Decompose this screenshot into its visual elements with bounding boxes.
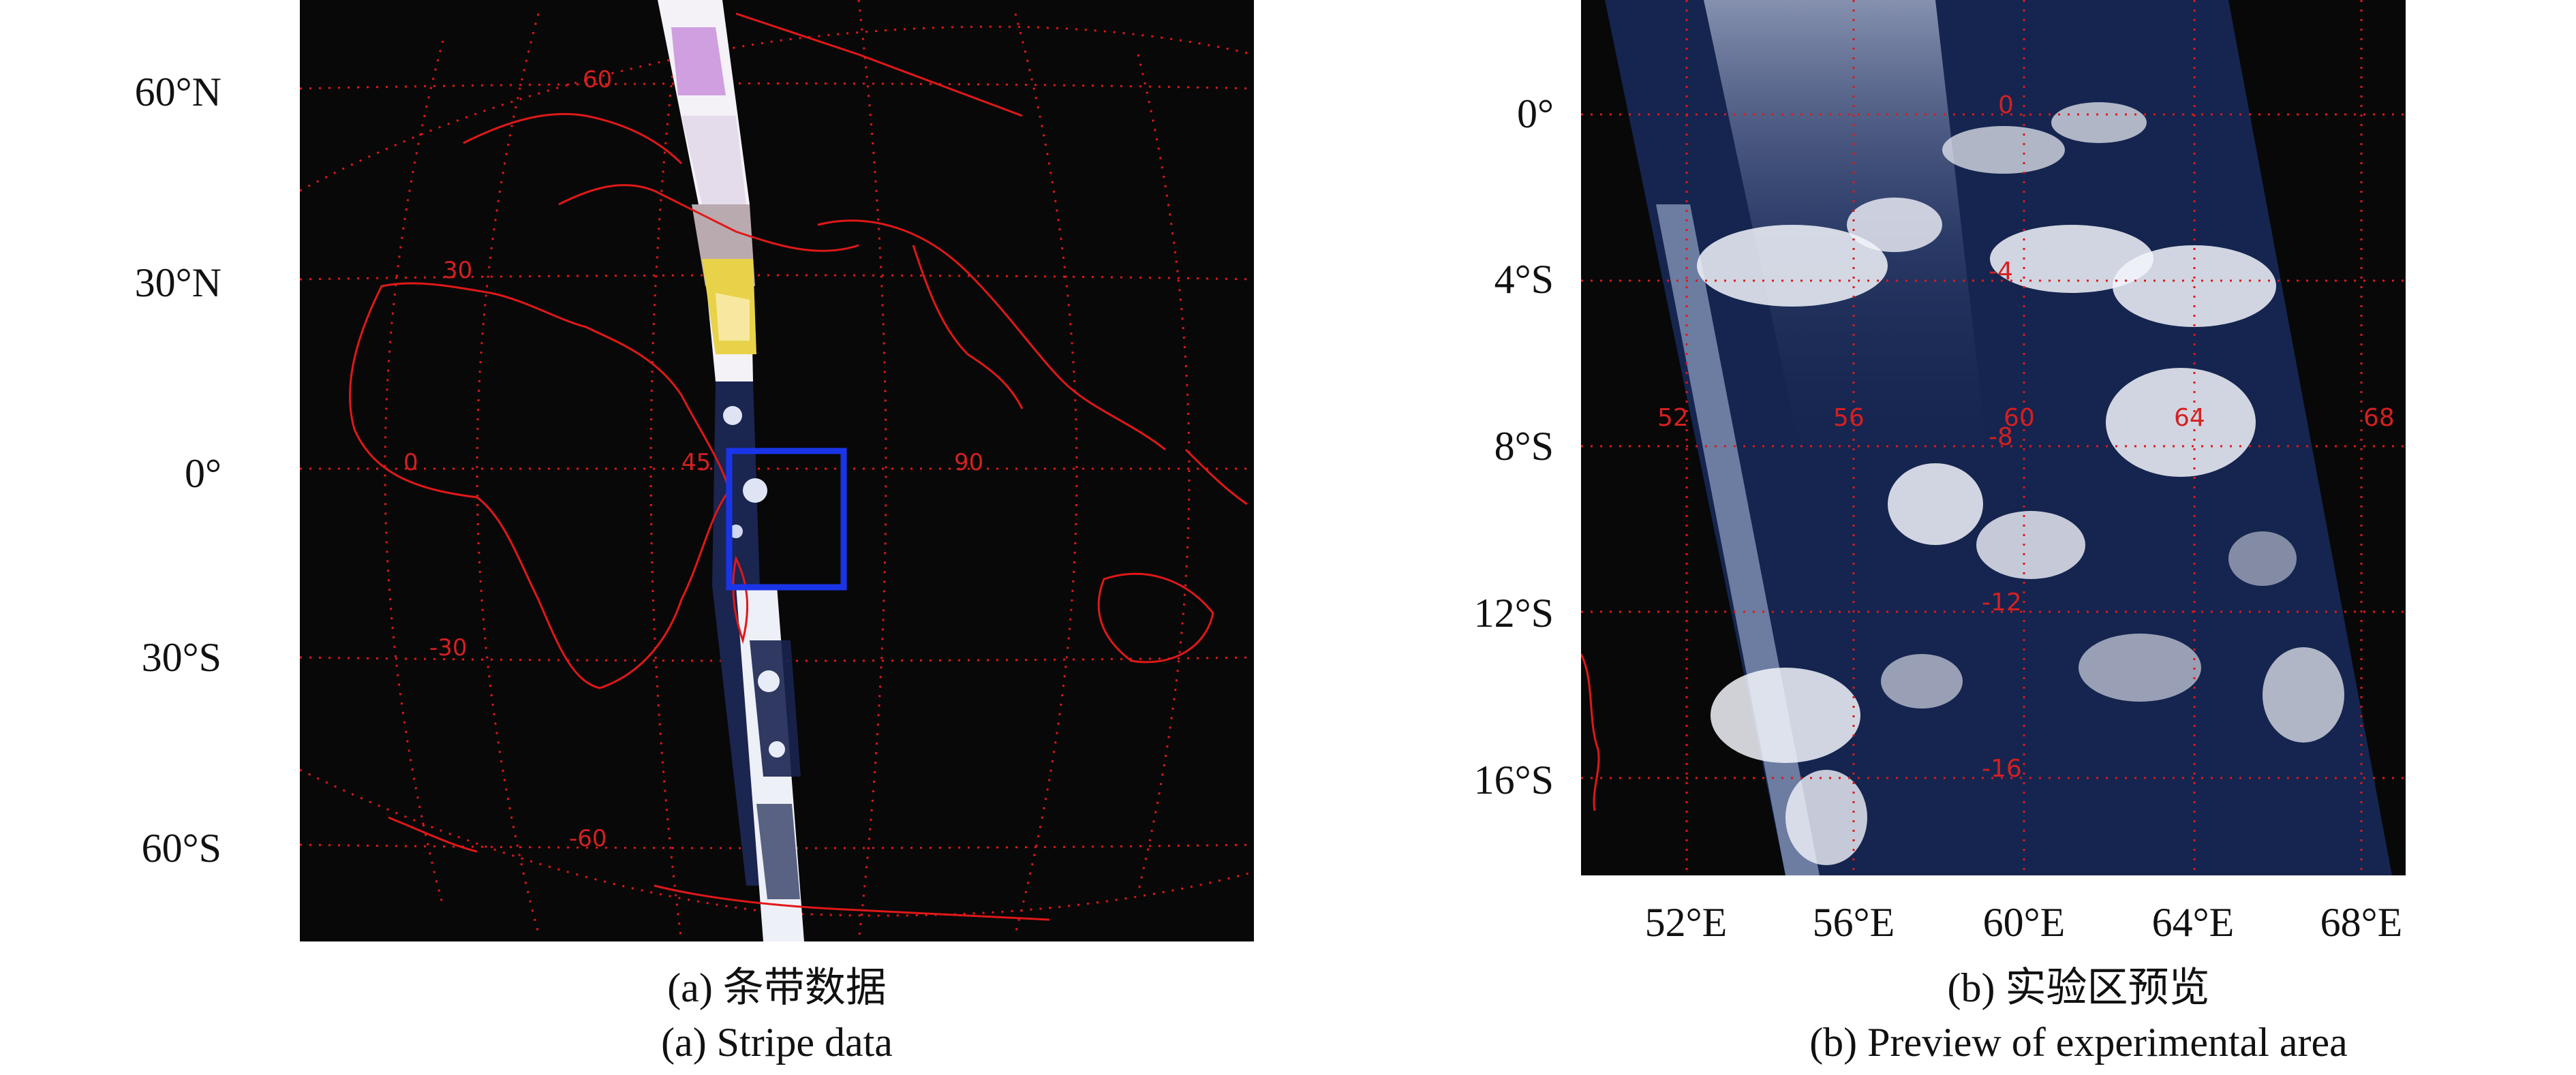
panel-b-grid-label: -16 [1982,755,2022,783]
panel-a-map[interactable]: 0 45 90 60 30 -30 -60 [300,0,1254,941]
panel-b-grid-label: 64 [2174,404,2205,432]
panel-b-lon-label: 60°E [1982,900,2066,945]
panel-b-lon-label: 64°E [2151,900,2235,945]
panel-a-grid-label: -30 [429,634,467,661]
panel-a-grid-label: -60 [569,825,607,852]
panel-b-map-canvas: 52 56 60 64 68 0 -4 -8 -12 -16 [1581,0,2406,875]
panel-a-lat-label: 60°N [134,69,221,114]
panel-b-grid-label: -8 [1989,423,2013,451]
panel-b-map[interactable]: 52 56 60 64 68 0 -4 -8 -12 -16 [1581,0,2406,875]
panel-b-lat-label: 16°S [1473,758,1554,803]
panel-b-lat-label: 0° [1517,91,1554,136]
panel-b-grid-label: -12 [1982,589,2022,617]
panel-a-map-canvas: 0 45 90 60 30 -30 -60 [300,0,1254,941]
panel-b-lat-label: 8°S [1494,424,1554,469]
panel-b-lon-label: 68°E [2320,900,2403,945]
panel-a-lat-label: 30°S [141,635,221,680]
panel-a-grid-label: 45 [681,449,711,476]
panel-a-caption-en: (a) Stripe data [661,1020,893,1065]
experimental-area-box [726,448,847,591]
panel-b-grid-label: 0 [1998,91,2014,119]
panel-b-grid-label: 56 [1833,404,1865,432]
panel-b-grid-label: 52 [1657,404,1689,432]
panel-b-graticule [1581,0,2406,875]
panel-b-caption-en: (b) Preview of experimental area [1809,1020,2348,1065]
panel-b-grid-label: -4 [1989,258,2013,285]
panel-a-grid-label: 30 [443,257,472,284]
panel-a-lat-label: 30°N [134,260,221,305]
panel-a-grid-label: 0 [403,449,418,476]
panel-b-grid-label: 68 [2363,404,2395,432]
panel-a-lat-label: 0° [185,451,221,496]
panel-a-coastlines [349,12,1248,921]
panel-b-lon-label: 52°E [1644,900,1728,945]
panel-a-grid-label: 60 [583,66,612,93]
panel-b-grid-label: 60 [2004,404,2035,432]
panel-b-lat-label: 12°S [1473,591,1554,636]
panel-b-lat-label: 4°S [1494,257,1554,302]
panel-b-caption-cn: (b) 实验区预览 [1947,965,2210,1010]
panel-a-grid-label: 90 [954,449,983,476]
panel-a-caption-cn: (a) 条带数据 [667,965,887,1010]
panel-b-lon-label: 56°E [1812,900,1895,945]
panel-a-lat-label: 60°S [141,826,221,871]
panel-b-clouds [1697,102,2344,865]
